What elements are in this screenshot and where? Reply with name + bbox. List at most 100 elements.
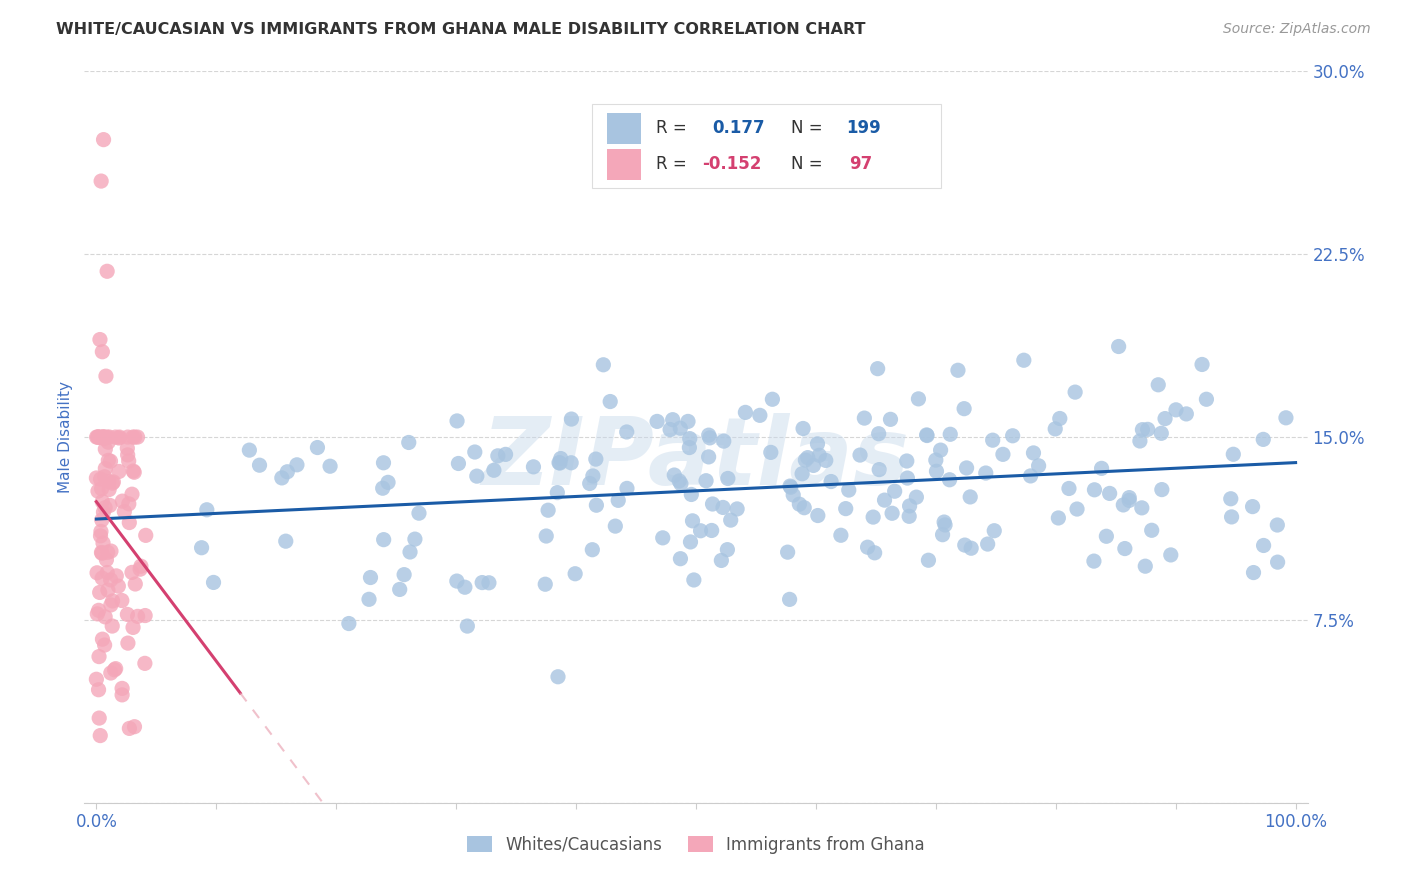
Y-axis label: Male Disability: Male Disability xyxy=(58,381,73,493)
Text: ZIPatlas: ZIPatlas xyxy=(482,413,910,505)
Point xyxy=(849,448,872,462)
Point xyxy=(605,519,627,533)
Point xyxy=(560,456,582,470)
Point xyxy=(835,501,858,516)
Point xyxy=(93,470,115,484)
Point xyxy=(879,412,901,426)
Point xyxy=(118,516,141,530)
Point xyxy=(195,502,218,516)
Point xyxy=(1150,426,1173,441)
Point xyxy=(121,487,143,501)
Point xyxy=(90,174,112,188)
Point xyxy=(398,435,420,450)
Point xyxy=(793,500,815,515)
Point xyxy=(796,450,818,465)
Point xyxy=(669,551,692,566)
Point xyxy=(89,529,111,543)
Point xyxy=(697,450,720,464)
Point xyxy=(713,434,735,449)
Point xyxy=(792,421,814,435)
Point xyxy=(270,471,292,485)
Point xyxy=(108,430,131,444)
Point xyxy=(711,500,734,515)
Point xyxy=(371,481,394,495)
Point xyxy=(915,428,938,442)
Point xyxy=(953,401,976,416)
Point xyxy=(1028,458,1050,473)
Point xyxy=(1083,483,1105,497)
Point xyxy=(1241,500,1264,514)
Text: R =: R = xyxy=(655,155,692,173)
Point xyxy=(676,414,699,428)
Point xyxy=(249,458,271,473)
Point xyxy=(1251,433,1274,447)
Point xyxy=(866,361,889,376)
Point xyxy=(97,475,120,489)
Point xyxy=(1049,411,1071,425)
Point xyxy=(124,577,146,591)
Point xyxy=(100,454,122,468)
Point xyxy=(91,430,114,444)
Point xyxy=(862,510,884,524)
Point xyxy=(1022,446,1045,460)
FancyBboxPatch shape xyxy=(606,113,641,144)
Point xyxy=(447,457,470,471)
Point xyxy=(959,490,981,504)
Point xyxy=(1136,422,1159,436)
Point xyxy=(991,447,1014,461)
Point xyxy=(960,541,983,556)
Point xyxy=(725,502,748,516)
Point xyxy=(599,394,621,409)
Point xyxy=(98,483,121,497)
Point xyxy=(112,505,135,519)
Point xyxy=(285,458,308,472)
Point xyxy=(465,469,488,483)
Point xyxy=(86,430,108,444)
Point xyxy=(955,461,977,475)
Point xyxy=(1195,392,1218,407)
Point xyxy=(90,545,112,559)
Point xyxy=(111,681,134,696)
Point xyxy=(101,619,124,633)
Point xyxy=(456,619,478,633)
Point xyxy=(91,494,114,508)
Point xyxy=(129,559,152,574)
Point xyxy=(93,432,115,446)
Point xyxy=(122,465,145,479)
Point xyxy=(779,480,801,494)
Point xyxy=(134,657,156,671)
Point xyxy=(127,609,149,624)
Point xyxy=(679,432,702,446)
Point xyxy=(779,592,801,607)
Point xyxy=(399,545,422,559)
Point xyxy=(1219,491,1241,506)
Point xyxy=(96,552,118,566)
Point xyxy=(537,503,560,517)
Point xyxy=(104,430,127,444)
Point xyxy=(931,527,953,541)
Point xyxy=(1267,555,1289,569)
Point xyxy=(307,441,329,455)
Text: 199: 199 xyxy=(846,120,882,137)
Point xyxy=(779,479,801,493)
Point xyxy=(118,497,141,511)
Point xyxy=(127,430,149,444)
Point xyxy=(720,513,742,527)
Point xyxy=(93,505,115,519)
Point xyxy=(1275,410,1298,425)
Point xyxy=(495,447,517,461)
Point xyxy=(880,506,903,520)
Point xyxy=(807,508,830,523)
Point xyxy=(464,445,486,459)
Point xyxy=(100,544,122,558)
Point xyxy=(814,453,837,467)
Point xyxy=(134,608,156,623)
Point xyxy=(97,435,120,450)
Point xyxy=(408,506,430,520)
Point xyxy=(1045,422,1067,436)
Point xyxy=(522,459,544,474)
Point xyxy=(87,603,110,617)
Point xyxy=(929,443,952,458)
Point xyxy=(121,430,143,444)
Point xyxy=(546,485,568,500)
